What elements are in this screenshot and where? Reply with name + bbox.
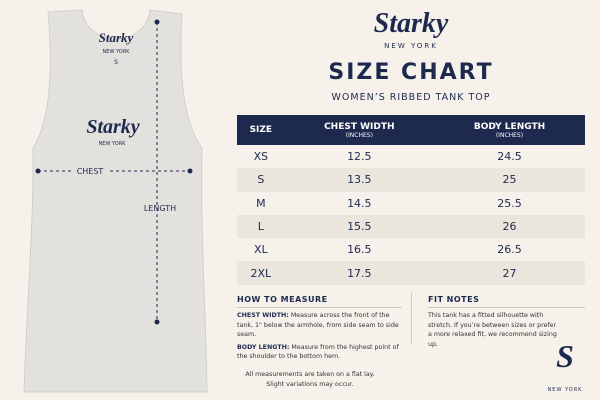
length-end — [154, 319, 160, 325]
table-cell: 16.5 — [347, 243, 372, 257]
footnote-line: All measurements are taken on a flat lay… — [245, 371, 375, 378]
table-row: XS 12.5 24.5 — [237, 145, 585, 168]
tag-city: NEW YORK — [103, 49, 131, 55]
column-unit: (INCHES) — [495, 131, 524, 139]
divider — [411, 292, 412, 344]
table-cell: 25.5 — [497, 196, 522, 210]
length-end — [154, 19, 160, 25]
length-label: LENGTH — [144, 204, 176, 213]
measure-text: Measure across the front of the tank, 1"… — [237, 312, 399, 338]
column-header: BODY LENGTH (INCHES) — [433, 115, 585, 145]
label-bg — [72, 164, 108, 178]
table-row: 2XL 17.5 27 — [237, 261, 585, 285]
size-table: SIZE CHEST WIDTH (INCHES) BODY LENGTH (INCHE… — [237, 115, 585, 285]
measure-title: HOW TO MEASURE — [237, 295, 328, 304]
column-label: CHEST WIDTH — [324, 121, 395, 132]
table-cell: 17.5 — [347, 266, 372, 280]
table-cell: 14.5 — [347, 196, 372, 210]
tank-illustration: Starky NEW YORK S Starky NEW YORK CHEST … — [23, 9, 208, 393]
table-row: S 13.5 25 — [237, 168, 585, 192]
fit-title: FIT NOTES — [428, 295, 480, 304]
print-city: NEW YORK — [99, 141, 127, 147]
footnote-line: Slight variations may occur. — [266, 380, 354, 388]
tag-size: S — [114, 59, 118, 66]
footnote: All measurements are taken on a flat lay… — [230, 370, 390, 389]
table-cell: XL — [254, 243, 268, 257]
divider — [237, 307, 402, 308]
column-label: SIZE — [249, 125, 273, 135]
chest-label: CHEST — [77, 167, 104, 176]
brand-logo: Starky — [373, 8, 449, 39]
print-brand: Starky — [86, 116, 139, 138]
tank-body — [23, 9, 208, 393]
divider — [428, 307, 585, 308]
table-cell: 12.5 — [347, 150, 372, 164]
table-cell: 26 — [502, 220, 517, 234]
chest-end — [35, 168, 41, 174]
measure-item: BODY LENGTH: Measure from the highest po… — [237, 343, 407, 362]
measure-term: BODY LENGTH: — [237, 343, 290, 351]
table-cell: XS — [253, 150, 269, 164]
tag-brand: Starky — [99, 30, 134, 45]
table-row: XL 16.5 26.5 — [237, 238, 585, 261]
header-row: SIZE CHEST WIDTH (INCHES) BODY LENGTH (INCHE… — [237, 115, 585, 145]
fit-text: This tank has a fitted silhouette with s… — [428, 312, 557, 348]
table-cell: S — [257, 173, 265, 187]
chest-end — [187, 168, 193, 174]
table-cell: 27 — [502, 266, 517, 280]
table-cell: 24.5 — [497, 150, 522, 164]
footer-mark: S — [556, 338, 574, 374]
brand-city: NEW YORK — [384, 42, 438, 50]
column-header: CHEST WIDTH (INCHES) — [284, 115, 434, 145]
measure-text: Measure from the highest point of the sh… — [237, 343, 399, 361]
table-cell: M — [256, 196, 266, 210]
table-cell: 13.5 — [347, 173, 372, 187]
table-cell: 2XL — [250, 266, 272, 280]
table-row: M 14.5 25.5 — [237, 192, 585, 215]
column-header: SIZE — [237, 115, 285, 145]
table-cell: 26.5 — [497, 243, 522, 257]
measure-term: CHEST WIDTH: — [237, 312, 289, 319]
table-cell: L — [257, 220, 264, 234]
column-unit: (INCHES) — [345, 131, 373, 139]
measure-items: CHEST WIDTH: Measure across the front of… — [237, 311, 407, 365]
title: SIZE CHART — [328, 60, 494, 85]
column-label: BODY LENGTH — [473, 121, 546, 132]
footer-city: NEW YORK — [547, 387, 583, 393]
measure-item: CHEST WIDTH: Measure across the front of… — [237, 311, 407, 340]
table-row: L 15.5 26 — [237, 214, 585, 239]
table-cell: 25 — [502, 173, 517, 187]
subtitle: WOMEN’S RIBBED TANK TOP — [331, 92, 491, 103]
table-cell: 15.5 — [347, 220, 372, 234]
